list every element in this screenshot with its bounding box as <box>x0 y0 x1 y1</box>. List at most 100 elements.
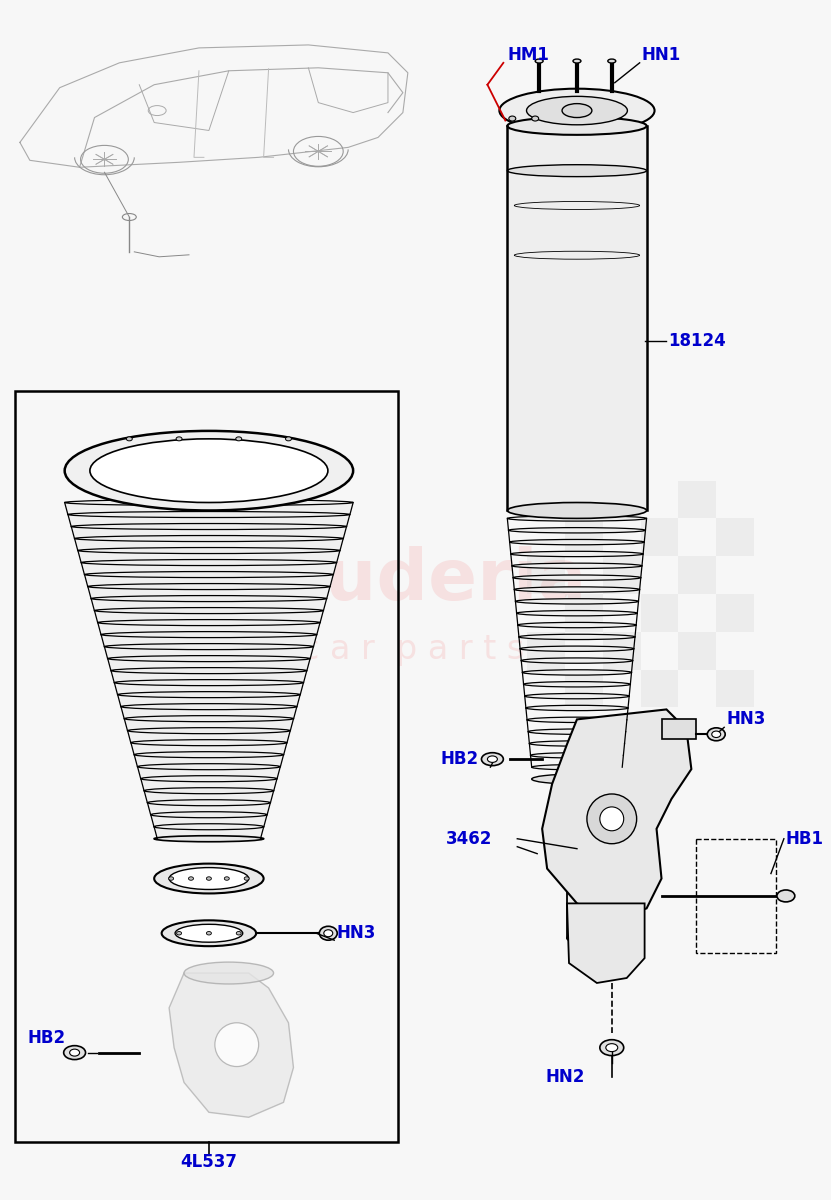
Bar <box>678 632 716 670</box>
Text: HM1: HM1 <box>508 46 549 64</box>
Bar <box>678 481 716 518</box>
Ellipse shape <box>520 646 634 652</box>
Bar <box>602 481 641 518</box>
Polygon shape <box>118 695 300 707</box>
Ellipse shape <box>521 658 632 664</box>
Ellipse shape <box>535 59 543 64</box>
Ellipse shape <box>88 583 330 589</box>
Polygon shape <box>98 623 320 635</box>
Bar <box>641 594 678 632</box>
Ellipse shape <box>75 535 343 541</box>
Text: HB1: HB1 <box>786 829 824 847</box>
Text: HB2: HB2 <box>440 750 479 768</box>
Ellipse shape <box>170 868 248 889</box>
Ellipse shape <box>508 116 647 134</box>
Polygon shape <box>68 515 350 527</box>
Text: 4L537: 4L537 <box>180 1153 238 1171</box>
Ellipse shape <box>532 764 622 770</box>
Ellipse shape <box>125 715 293 721</box>
Text: HN3: HN3 <box>337 924 376 942</box>
Ellipse shape <box>144 787 273 793</box>
Ellipse shape <box>527 96 627 125</box>
Ellipse shape <box>91 595 327 601</box>
Ellipse shape <box>68 511 350 517</box>
Bar <box>527 481 565 518</box>
Text: HN2: HN2 <box>545 1068 584 1086</box>
Ellipse shape <box>607 59 616 64</box>
Ellipse shape <box>95 607 323 613</box>
Text: c a r  p a r t s: c a r p a r t s <box>301 634 524 666</box>
Ellipse shape <box>518 623 637 628</box>
Polygon shape <box>101 635 317 647</box>
Ellipse shape <box>154 823 263 829</box>
Ellipse shape <box>514 587 640 592</box>
Ellipse shape <box>169 877 174 881</box>
Text: scuderia: scuderia <box>239 546 587 614</box>
Text: HN3: HN3 <box>726 710 765 728</box>
Polygon shape <box>567 904 645 983</box>
Ellipse shape <box>573 59 581 64</box>
Ellipse shape <box>511 551 643 557</box>
Polygon shape <box>81 563 337 575</box>
Text: HB2: HB2 <box>28 1028 66 1046</box>
Ellipse shape <box>532 774 622 784</box>
Ellipse shape <box>244 877 249 881</box>
Text: 3462: 3462 <box>445 829 492 847</box>
Ellipse shape <box>529 740 625 746</box>
Polygon shape <box>135 755 283 767</box>
Bar <box>678 557 716 594</box>
Ellipse shape <box>530 752 623 758</box>
Ellipse shape <box>600 1039 624 1056</box>
Ellipse shape <box>85 571 333 577</box>
Text: 18124: 18124 <box>668 332 726 350</box>
Ellipse shape <box>532 116 538 121</box>
Ellipse shape <box>70 1049 80 1056</box>
Ellipse shape <box>712 731 720 738</box>
Ellipse shape <box>512 563 642 569</box>
Ellipse shape <box>509 540 644 545</box>
Ellipse shape <box>176 931 181 935</box>
Ellipse shape <box>137 763 280 769</box>
Ellipse shape <box>121 703 297 709</box>
Polygon shape <box>140 779 277 791</box>
Bar <box>716 594 754 632</box>
Circle shape <box>215 1022 258 1067</box>
Polygon shape <box>170 973 293 1117</box>
Polygon shape <box>65 503 353 515</box>
Ellipse shape <box>529 730 626 734</box>
Bar <box>565 670 602 708</box>
Bar <box>565 594 602 632</box>
Ellipse shape <box>206 877 211 881</box>
Ellipse shape <box>126 437 132 440</box>
Ellipse shape <box>524 694 629 698</box>
Ellipse shape <box>81 559 337 565</box>
Bar <box>641 670 678 708</box>
Ellipse shape <box>90 439 328 503</box>
Ellipse shape <box>189 877 194 881</box>
Ellipse shape <box>236 931 241 935</box>
Circle shape <box>587 794 637 844</box>
Ellipse shape <box>98 619 320 625</box>
Ellipse shape <box>140 775 277 781</box>
Polygon shape <box>121 707 297 719</box>
Ellipse shape <box>508 503 647 518</box>
Ellipse shape <box>78 547 340 553</box>
Bar <box>527 632 565 670</box>
Circle shape <box>600 806 624 830</box>
Polygon shape <box>105 647 313 659</box>
Bar <box>716 670 754 708</box>
Ellipse shape <box>175 924 243 942</box>
Ellipse shape <box>777 890 794 902</box>
Ellipse shape <box>147 799 270 805</box>
Ellipse shape <box>154 835 263 841</box>
Ellipse shape <box>108 655 310 661</box>
Polygon shape <box>125 719 293 731</box>
Ellipse shape <box>118 691 300 697</box>
Ellipse shape <box>65 431 353 510</box>
Polygon shape <box>85 575 333 587</box>
Ellipse shape <box>176 437 182 440</box>
Polygon shape <box>150 815 267 827</box>
Ellipse shape <box>509 528 646 533</box>
Bar <box>527 557 565 594</box>
Ellipse shape <box>509 116 516 121</box>
